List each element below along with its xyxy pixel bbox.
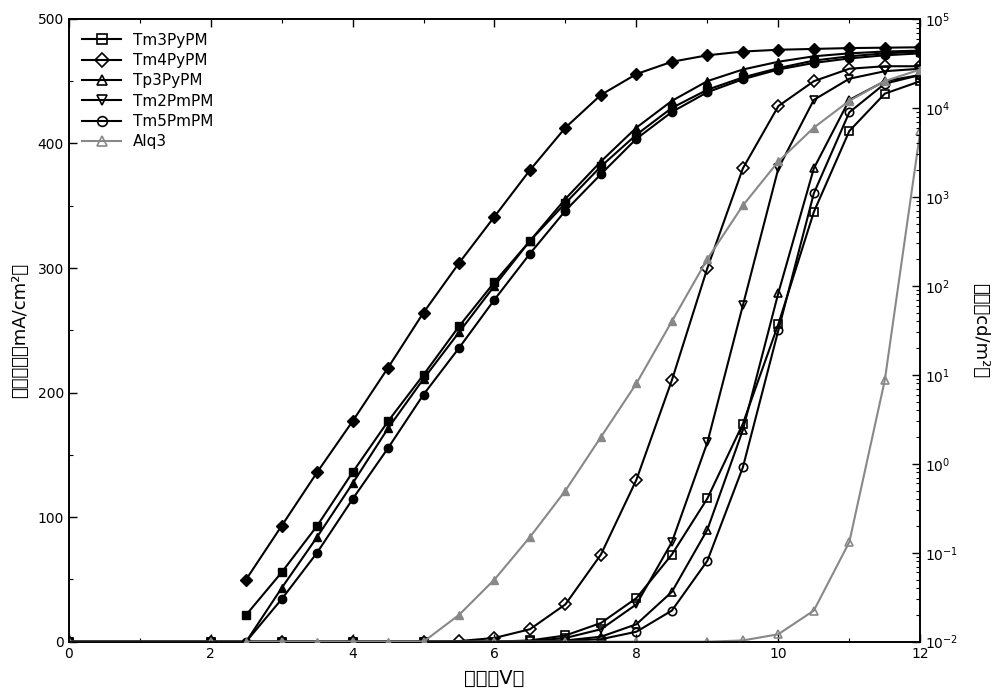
Y-axis label: 电流密度（mA/cm²）: 电流密度（mA/cm²） — [11, 263, 29, 398]
Legend: Tm3PyPM, Tm4PyPM, Tp3PyPM, Tm2PmPM, Tm5PmPM, Alq3: Tm3PyPM, Tm4PyPM, Tp3PyPM, Tm2PmPM, Tm5P… — [76, 27, 219, 155]
X-axis label: 电压（V）: 电压（V） — [464, 669, 525, 688]
Y-axis label: 亮度（cd/m²）: 亮度（cd/m²） — [971, 282, 989, 378]
